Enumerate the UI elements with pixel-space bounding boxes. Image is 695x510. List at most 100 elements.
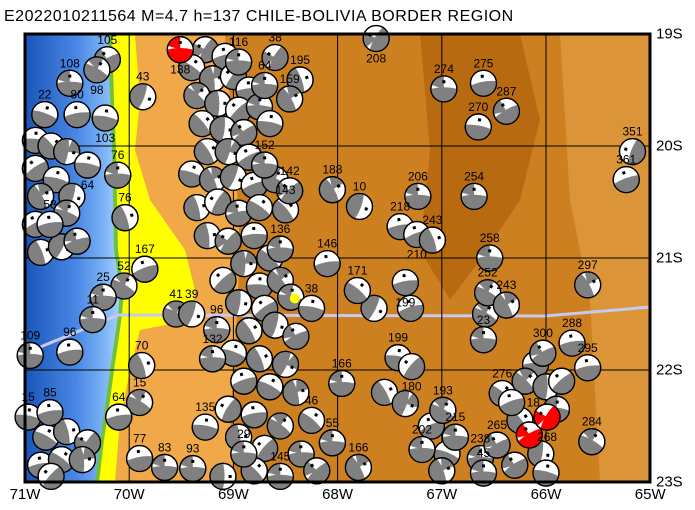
focal-mechanism[interactable] xyxy=(241,193,275,226)
focal-mechanism[interactable] xyxy=(574,424,610,460)
focal-mechanism[interactable] xyxy=(469,326,498,354)
focal-mechanism[interactable] xyxy=(497,447,533,483)
focal-mechanism[interactable] xyxy=(240,401,270,430)
focal-mechanism[interactable] xyxy=(318,429,347,457)
focal-mechanism[interactable] xyxy=(313,249,342,279)
focal-mechanism[interactable] xyxy=(489,94,525,130)
focal-mechanism[interactable] xyxy=(150,453,179,482)
focal-mechanism[interactable] xyxy=(328,369,356,398)
focal-mechanism[interactable] xyxy=(268,347,302,381)
focal-mechanism[interactable] xyxy=(28,100,60,132)
focal-mechanism[interactable] xyxy=(425,454,459,488)
focal-mechanism[interactable] xyxy=(28,423,61,455)
focal-mechanism[interactable] xyxy=(224,288,253,317)
focal-mechanism[interactable] xyxy=(51,417,81,447)
focal-mechanism[interactable] xyxy=(463,113,492,142)
focal-mechanism[interactable] xyxy=(611,165,643,197)
focal-mechanism[interactable] xyxy=(252,373,285,404)
focal-mechanism[interactable] xyxy=(397,351,430,385)
focal-mechanism[interactable] xyxy=(396,294,427,324)
focal-mechanism[interactable] xyxy=(52,137,82,167)
focal-mechanism[interactable] xyxy=(278,319,313,354)
focal-mechanism[interactable] xyxy=(441,423,469,451)
focal-mechanism[interactable] xyxy=(210,223,247,260)
focal-mechanism[interactable] xyxy=(203,316,231,344)
focal-mechanism[interactable] xyxy=(68,445,97,474)
focal-mechanism[interactable] xyxy=(214,394,246,428)
focal-mechanism[interactable] xyxy=(298,452,335,489)
focal-mechanism[interactable] xyxy=(189,136,222,170)
focal-mechanism[interactable] xyxy=(280,376,312,408)
focal-mechanism[interactable] xyxy=(229,367,261,398)
focal-mechanism[interactable] xyxy=(255,109,285,139)
focal-mechanism[interactable] xyxy=(230,440,258,468)
focal-mechanism[interactable] xyxy=(425,393,461,429)
focal-mechanism[interactable] xyxy=(408,435,436,464)
focal-mechanism[interactable] xyxy=(204,186,236,219)
focal-mechanism[interactable] xyxy=(208,265,242,299)
focal-mechanism[interactable] xyxy=(104,161,132,189)
focal-mechanism[interactable] xyxy=(79,52,115,88)
focal-mechanism[interactable] xyxy=(287,440,315,468)
focal-mechanism[interactable] xyxy=(90,104,119,133)
focal-mechanism[interactable] xyxy=(125,444,154,473)
focal-mechanism[interactable] xyxy=(23,179,59,215)
focal-mechanism[interactable] xyxy=(570,267,606,303)
focal-mechanism[interactable] xyxy=(122,385,158,421)
focal-mechanism[interactable] xyxy=(343,190,374,222)
focal-mechanism[interactable] xyxy=(104,403,133,432)
focal-mechanism[interactable] xyxy=(391,268,420,298)
focal-mechanism[interactable] xyxy=(496,388,528,419)
focal-mechanism[interactable] xyxy=(130,255,162,286)
focal-mechanism[interactable] xyxy=(272,81,308,117)
focal-mechanism[interactable] xyxy=(72,151,102,180)
focal-mechanism[interactable] xyxy=(193,221,222,251)
focal-mechanism[interactable] xyxy=(266,235,294,263)
focal-mechanism[interactable] xyxy=(489,287,525,323)
focal-mechanism[interactable] xyxy=(271,172,308,209)
focal-mechanism[interactable] xyxy=(293,405,327,438)
focal-mechanism[interactable] xyxy=(240,221,268,250)
focal-mechanism[interactable] xyxy=(175,297,206,329)
focal-mechanism[interactable] xyxy=(251,151,279,179)
focal-mechanism[interactable] xyxy=(367,377,399,410)
main-event-mechanism[interactable] xyxy=(529,399,565,435)
focal-mechanism[interactable] xyxy=(108,203,139,235)
focal-mechanism[interactable] xyxy=(20,154,54,186)
focal-mechanism[interactable] xyxy=(430,75,458,103)
focal-mechanism[interactable] xyxy=(230,249,258,278)
focal-mechanism[interactable] xyxy=(190,413,219,442)
focal-mechanism[interactable] xyxy=(56,338,85,367)
focal-mechanism[interactable] xyxy=(179,77,216,114)
focal-mechanism[interactable] xyxy=(476,244,504,272)
main-event-mechanism[interactable] xyxy=(512,417,548,453)
focal-mechanism[interactable] xyxy=(16,341,44,370)
focal-mechanism[interactable] xyxy=(266,462,294,491)
focal-mechanism[interactable] xyxy=(546,366,580,399)
focal-mechanism[interactable] xyxy=(204,89,232,118)
focal-mechanism[interactable] xyxy=(106,268,142,304)
focal-mechanism[interactable] xyxy=(257,40,293,76)
focal-mechanism[interactable] xyxy=(460,182,488,211)
focal-mechanism[interactable] xyxy=(79,305,107,334)
focal-mechanism[interactable] xyxy=(296,294,326,323)
focal-mechanism[interactable] xyxy=(223,198,254,229)
focal-mechanism[interactable] xyxy=(36,398,65,428)
focal-mechanism[interactable] xyxy=(416,225,447,257)
focal-mechanism[interactable] xyxy=(259,309,289,340)
focal-mechanism[interactable] xyxy=(469,69,498,98)
focal-mechanism[interactable] xyxy=(224,48,253,76)
focal-mechanism[interactable] xyxy=(315,172,351,208)
focal-mechanism[interactable] xyxy=(231,315,263,348)
focal-mechanism[interactable] xyxy=(525,335,561,371)
focal-mechanism[interactable] xyxy=(36,210,65,239)
focal-mechanism[interactable] xyxy=(339,275,373,308)
focal-mechanism[interactable] xyxy=(341,450,377,486)
focal-mechanism[interactable] xyxy=(573,354,602,383)
focal-mechanism[interactable] xyxy=(357,291,388,324)
focal-mechanism[interactable] xyxy=(262,408,298,444)
focal-mechanism[interactable] xyxy=(179,454,207,483)
focal-mechanism[interactable] xyxy=(479,427,515,463)
focal-mechanism[interactable] xyxy=(198,64,228,94)
focal-mechanism[interactable] xyxy=(389,387,422,420)
